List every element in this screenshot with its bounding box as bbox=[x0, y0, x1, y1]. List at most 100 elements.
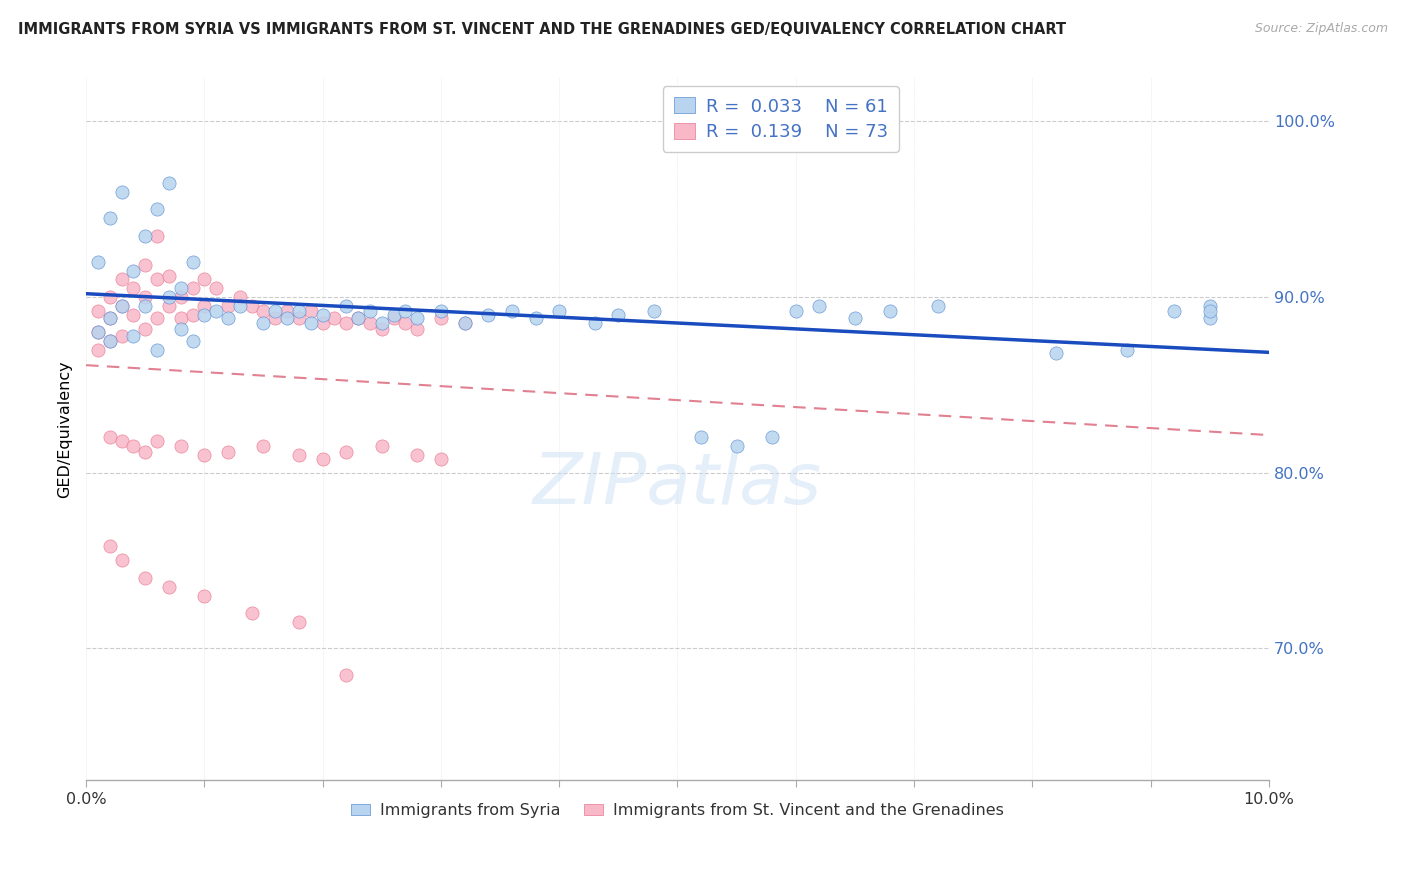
Point bbox=[87, 304, 110, 318]
Point bbox=[761, 430, 783, 444]
Point bbox=[276, 311, 298, 326]
Point bbox=[87, 325, 110, 339]
Point bbox=[134, 571, 156, 585]
Point bbox=[879, 304, 901, 318]
Point bbox=[170, 281, 193, 295]
Point bbox=[323, 311, 346, 326]
Point bbox=[110, 299, 132, 313]
Point bbox=[288, 304, 311, 318]
Point bbox=[170, 321, 193, 335]
Point bbox=[335, 667, 357, 681]
Point bbox=[335, 444, 357, 458]
Point bbox=[252, 439, 274, 453]
Point bbox=[430, 304, 453, 318]
Point bbox=[725, 439, 748, 453]
Point bbox=[453, 316, 475, 330]
Point bbox=[110, 299, 132, 313]
Point bbox=[229, 290, 252, 304]
Point bbox=[170, 439, 193, 453]
Point bbox=[181, 308, 204, 322]
Point bbox=[122, 281, 145, 295]
Point bbox=[524, 311, 547, 326]
Point bbox=[288, 448, 311, 462]
Point bbox=[382, 311, 405, 326]
Point bbox=[146, 272, 169, 286]
Point bbox=[690, 430, 713, 444]
Point bbox=[193, 272, 215, 286]
Text: Source: ZipAtlas.com: Source: ZipAtlas.com bbox=[1254, 22, 1388, 36]
Point bbox=[110, 434, 132, 448]
Text: IMMIGRANTS FROM SYRIA VS IMMIGRANTS FROM ST. VINCENT AND THE GRENADINES GED/EQUI: IMMIGRANTS FROM SYRIA VS IMMIGRANTS FROM… bbox=[18, 22, 1066, 37]
Point bbox=[252, 304, 274, 318]
Point bbox=[122, 439, 145, 453]
Point bbox=[607, 308, 630, 322]
Point bbox=[347, 311, 370, 326]
Point bbox=[382, 308, 405, 322]
Point bbox=[311, 451, 333, 466]
Point bbox=[347, 311, 370, 326]
Point bbox=[122, 263, 145, 277]
Point bbox=[406, 448, 429, 462]
Point bbox=[1163, 304, 1185, 318]
Point bbox=[98, 290, 121, 304]
Point bbox=[406, 321, 429, 335]
Point bbox=[134, 228, 156, 243]
Point bbox=[548, 304, 571, 318]
Point bbox=[359, 316, 381, 330]
Point bbox=[134, 299, 156, 313]
Point bbox=[217, 444, 239, 458]
Legend: Immigrants from Syria, Immigrants from St. Vincent and the Grenadines: Immigrants from Syria, Immigrants from S… bbox=[344, 797, 1011, 825]
Point bbox=[501, 304, 523, 318]
Point bbox=[157, 290, 180, 304]
Point bbox=[170, 290, 193, 304]
Point bbox=[110, 272, 132, 286]
Point bbox=[430, 451, 453, 466]
Point bbox=[217, 299, 239, 313]
Point bbox=[181, 334, 204, 348]
Point bbox=[98, 334, 121, 348]
Point bbox=[110, 328, 132, 343]
Point bbox=[1198, 304, 1220, 318]
Y-axis label: GED/Equivalency: GED/Equivalency bbox=[58, 359, 72, 498]
Point bbox=[453, 316, 475, 330]
Point bbox=[394, 304, 416, 318]
Point bbox=[477, 308, 499, 322]
Point bbox=[299, 316, 322, 330]
Point bbox=[371, 439, 394, 453]
Point bbox=[87, 325, 110, 339]
Point bbox=[1045, 346, 1067, 360]
Point bbox=[87, 343, 110, 357]
Point bbox=[229, 299, 252, 313]
Point bbox=[406, 311, 429, 326]
Point bbox=[1116, 343, 1139, 357]
Point bbox=[181, 255, 204, 269]
Point bbox=[134, 290, 156, 304]
Point bbox=[785, 304, 807, 318]
Point bbox=[252, 316, 274, 330]
Point bbox=[276, 304, 298, 318]
Point bbox=[193, 448, 215, 462]
Point bbox=[1198, 299, 1220, 313]
Point bbox=[359, 304, 381, 318]
Point bbox=[110, 185, 132, 199]
Point bbox=[288, 311, 311, 326]
Point bbox=[134, 258, 156, 272]
Point bbox=[87, 255, 110, 269]
Point bbox=[335, 316, 357, 330]
Point bbox=[122, 328, 145, 343]
Point bbox=[146, 311, 169, 326]
Point bbox=[808, 299, 831, 313]
Point bbox=[311, 316, 333, 330]
Point bbox=[844, 311, 866, 326]
Point bbox=[927, 299, 949, 313]
Text: ZIPatlas: ZIPatlas bbox=[533, 450, 823, 519]
Point bbox=[335, 299, 357, 313]
Point bbox=[371, 316, 394, 330]
Point bbox=[288, 615, 311, 629]
Point bbox=[193, 308, 215, 322]
Point bbox=[98, 540, 121, 554]
Point bbox=[240, 299, 263, 313]
Point bbox=[181, 281, 204, 295]
Point bbox=[157, 176, 180, 190]
Point bbox=[371, 321, 394, 335]
